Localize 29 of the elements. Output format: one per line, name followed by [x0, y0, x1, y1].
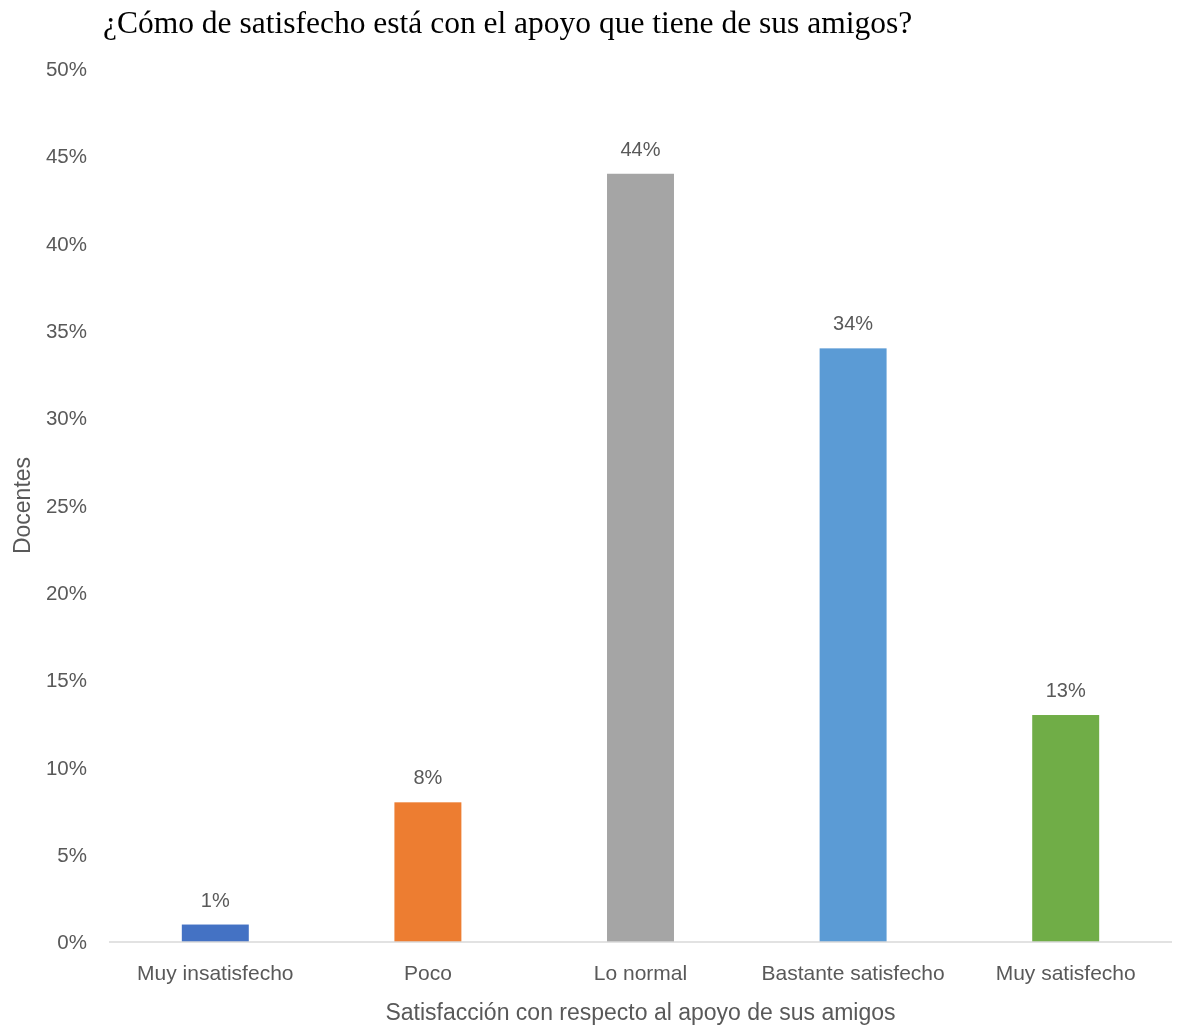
data-label: 1%	[200, 888, 230, 911]
x-tick-label: Muy insatisfecho	[137, 961, 294, 984]
y-tick-label: 30%	[45, 406, 87, 430]
x-tick-label: Lo normal	[593, 961, 688, 984]
y-tick-label: 5%	[57, 842, 87, 866]
data-label: 8%	[413, 766, 443, 789]
y-tick-label: 0%	[57, 930, 87, 954]
y-tick-label: 45%	[45, 144, 87, 168]
y-axis-title: Docentes	[9, 456, 35, 555]
bar	[1032, 715, 1100, 942]
bar	[181, 924, 249, 942]
data-label: 44%	[620, 137, 661, 160]
data-label: 34%	[833, 312, 874, 335]
x-tick-label: Poco	[403, 961, 452, 984]
x-tick-label: Muy satisfecho	[995, 961, 1136, 984]
x-tick-label: Bastante satisfecho	[761, 961, 945, 984]
y-tick-label: 35%	[45, 319, 87, 343]
x-axis-title: Satisfacción con respecto al apoyo de sus amigos	[385, 999, 896, 1025]
bar	[607, 173, 674, 942]
data-label: 13%	[1045, 679, 1086, 702]
y-tick-label: 40%	[45, 231, 87, 255]
bar	[394, 802, 462, 942]
bar	[819, 348, 887, 942]
y-tick-label: 10%	[45, 755, 87, 779]
y-tick-label: 50%	[45, 57, 87, 81]
y-tick-label: 15%	[45, 668, 87, 692]
chart-title: ¿Cómo de satisfecho está con el apoyo que tiene de sus amigos?	[103, 5, 913, 40]
y-tick-label: 20%	[45, 580, 87, 604]
y-tick-label: 25%	[45, 493, 87, 517]
